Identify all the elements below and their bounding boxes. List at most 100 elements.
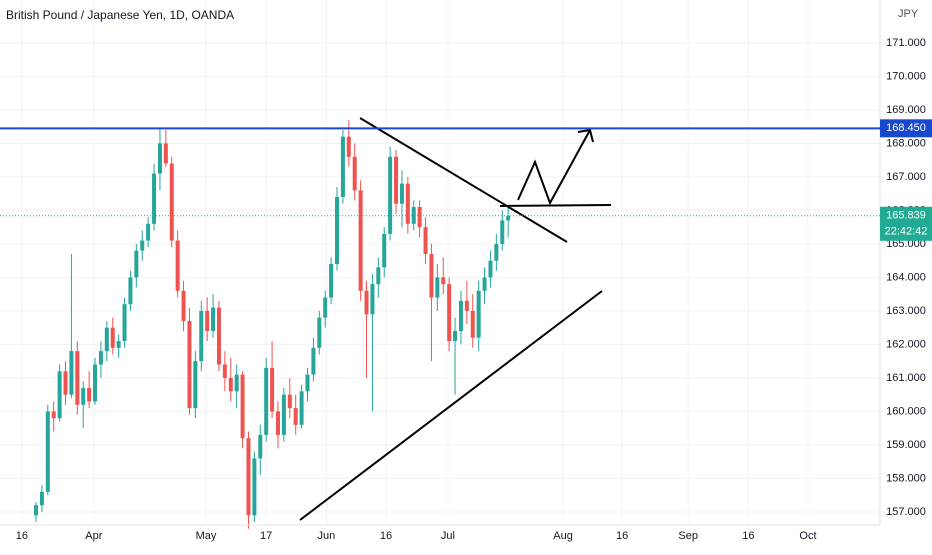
candle-body <box>447 284 452 342</box>
y-tick-label: 170.000 <box>886 70 926 82</box>
x-tick-label: Jun <box>318 530 336 542</box>
x-tick-label: Oct <box>799 530 816 542</box>
candle-body <box>34 505 39 516</box>
x-tick-label: 16 <box>742 530 754 542</box>
drawings <box>299 117 612 521</box>
candle-body <box>87 387 92 402</box>
candle-body <box>382 233 387 268</box>
y-tick-label: 167.000 <box>886 171 926 183</box>
candle-body <box>175 240 180 291</box>
x-tick-label: Jul <box>441 530 455 542</box>
candle-body <box>346 136 351 157</box>
candle-body <box>335 197 340 265</box>
y-tick-label: 159.000 <box>886 439 926 451</box>
candle-body <box>500 220 505 244</box>
candle-body <box>405 183 410 224</box>
candle-body <box>211 307 216 332</box>
x-tick-label: 16 <box>616 530 628 542</box>
candle-body <box>464 300 469 311</box>
candle-body <box>104 327 109 352</box>
candle-body <box>299 391 304 425</box>
y-tick-label: 163.000 <box>886 305 926 317</box>
candles <box>34 119 511 529</box>
candle-body <box>181 290 186 321</box>
candle-body <box>146 223 151 241</box>
trend-line <box>499 204 612 207</box>
candle-body <box>163 143 168 164</box>
candle-body <box>388 156 393 234</box>
y-tick-label: 171.000 <box>886 37 926 49</box>
x-tick-label: Sep <box>678 530 698 542</box>
candle-body <box>69 351 74 395</box>
candle-body <box>51 411 56 419</box>
candle-body <box>287 394 292 409</box>
candle-body <box>270 367 275 412</box>
candle-body <box>429 253 434 298</box>
x-tick-label: 16 <box>380 530 392 542</box>
candle-body <box>246 438 251 516</box>
candle-body <box>476 290 481 338</box>
candle-body <box>458 300 463 332</box>
candle-body <box>128 277 133 305</box>
x-tick-label: Apr <box>85 530 102 542</box>
resistance-label: 168.450 <box>886 122 926 134</box>
candle-body <box>234 374 239 392</box>
y-tick-label: 160.000 <box>886 405 926 417</box>
trend-line <box>359 117 568 243</box>
candle-body <box>411 207 416 224</box>
currency-label: JPY <box>898 8 919 20</box>
y-tick-label: 158.000 <box>886 472 926 484</box>
y-tick-label: 157.000 <box>886 506 926 518</box>
candle-body <box>152 173 157 224</box>
candle-body <box>205 310 210 332</box>
projection-path <box>517 129 591 206</box>
candle-body <box>394 156 399 204</box>
resistance-label-box <box>880 119 932 138</box>
candle-body <box>376 267 381 285</box>
candle-body <box>57 371 62 419</box>
candle-body <box>441 277 446 285</box>
candle-body <box>364 290 369 315</box>
candle-body <box>358 190 363 291</box>
candle-body <box>417 207 422 228</box>
candle-body <box>352 156 357 191</box>
candle-body <box>93 364 98 402</box>
candle-body <box>252 458 257 516</box>
candle-body <box>98 351 103 365</box>
candle-body <box>81 387 86 405</box>
candle-body <box>45 411 50 492</box>
candle-body <box>275 411 280 435</box>
candle-body <box>75 351 80 405</box>
candle-body <box>134 250 139 278</box>
candle-body <box>116 341 121 348</box>
candle-body <box>122 304 127 342</box>
candle-body <box>264 367 269 435</box>
candle-body <box>488 260 493 278</box>
candle-body <box>140 240 145 251</box>
candle-body <box>222 364 227 378</box>
grid <box>0 0 880 525</box>
candle-body <box>399 183 404 204</box>
y-tick-label: 168.000 <box>886 137 926 149</box>
chart-title: British Pound / Japanese Yen, 1D, OANDA <box>6 8 234 22</box>
candle-body <box>506 215 511 221</box>
candle-body <box>323 297 328 318</box>
candle-body <box>281 394 286 435</box>
candle-body <box>169 163 174 241</box>
candle-body <box>453 331 458 342</box>
x-tick-label: 16 <box>16 530 28 542</box>
candle-body <box>423 227 428 254</box>
candle-body <box>305 374 310 392</box>
candle-body <box>311 347 316 375</box>
trend-line <box>299 290 603 521</box>
candle-body <box>317 317 322 348</box>
axes: 157.000 158.000 159.000 160.000 161.000 162.0… <box>16 37 926 542</box>
candle-body <box>340 136 345 198</box>
y-tick-label: 164.000 <box>886 271 926 283</box>
countdown-label: 22:42:42 <box>885 226 928 238</box>
x-tick-label: Aug <box>553 530 573 542</box>
candle-body <box>110 327 115 348</box>
y-tick-label: 169.000 <box>886 104 926 116</box>
